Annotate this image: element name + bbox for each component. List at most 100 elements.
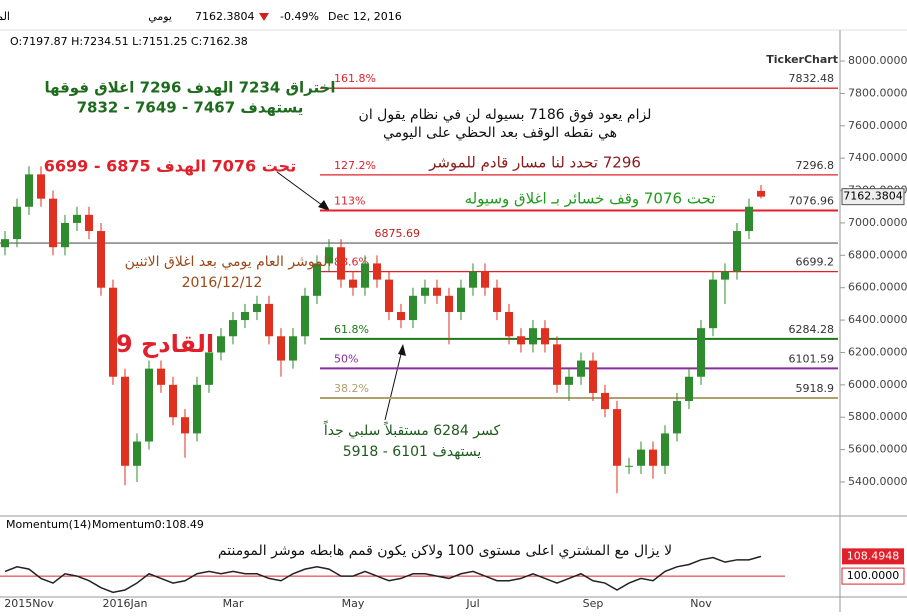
x-tick-label: 2015Nov [4,597,54,610]
level-value: 6101.59 [789,352,835,365]
x-tick-label: Jul [465,597,479,610]
title: المؤشر العام للسوق السعودي (TASI) [0,10,10,23]
brand: TickerChart [766,53,838,66]
y-tick-label: 6600.0000 [848,281,907,294]
candle-body [625,465,633,467]
annotation: اختراق 7234 الهدف 7296 اغلاق فوقها [44,79,335,97]
candle-body [397,311,405,321]
momentum-line [4,555,762,594]
candle-body [145,368,153,442]
candle-body [385,279,393,312]
candle-body [589,360,597,393]
candle-body [169,384,177,418]
candle-body [313,263,321,296]
y-tick-label: 6200.0000 [848,345,907,358]
x-tick-label: Sep [583,597,604,610]
candle-body [421,287,429,296]
level-value: 7832.48 [789,72,835,85]
price-tag-box [841,188,905,206]
annotation: يستهدف 7467 - 7649 - 7832 [77,99,304,117]
arrow [384,349,403,421]
candle-body [241,311,249,321]
panel-title: Momentum(14) [6,518,91,531]
candle-body [529,328,537,345]
x-tick-label: 2016Jan [103,597,148,610]
candle-body [349,279,357,288]
candle-body [205,352,213,385]
arrowhead [318,200,330,211]
candle-body [601,392,609,410]
candle-body [97,231,105,288]
candle-body [277,336,285,361]
candle-body [373,263,381,280]
annotation: تحت 7076 وقف خسائر بـ اغلاق وسيوله [465,190,716,208]
y-tick-label: 7600.0000 [848,119,907,132]
candle-body [253,303,261,312]
y-tick-label: 6000.0000 [848,378,907,391]
level-name: 38.2% [334,382,369,395]
candle-body [61,222,69,248]
level-value: 6699.2 [796,256,835,269]
y-tick-label: 5600.0000 [848,443,907,456]
candle-body [481,271,489,288]
level-value: 6875.69 [375,227,421,240]
level-value: 5918.9 [796,382,835,395]
last-box [842,548,904,565]
level-value: 7076.96 [789,194,835,207]
candle-body [673,401,681,434]
level-name: 127.2% [334,159,376,172]
level-name: 50% [334,352,358,365]
reference-box [841,567,905,585]
candle-body [721,271,729,280]
candle-body [49,198,57,248]
annotation: لا يزال مع المشتري اعلى مستوى 100 ولاكن … [218,543,672,559]
candle-body [553,344,561,385]
candle-body [157,368,165,385]
annotation: كسر 6284 مستقبلاً سلبي جداً [323,420,500,439]
y-tick-label: 6400.0000 [848,313,907,326]
candle-body [217,336,225,353]
date: Dec 12, 2016 [328,10,402,23]
last-label: 108.4948 [847,549,900,562]
level-value: 7296.8 [796,159,835,172]
candle-body [541,328,549,345]
candle-body [493,287,501,312]
candle-body [229,320,237,337]
candle-body [697,328,705,377]
y-tick-label: 5800.0000 [848,410,907,423]
candle-body [109,287,117,377]
arrow [276,171,327,209]
annotation: القادح 9 [116,330,214,358]
candle-body [649,449,657,466]
candle-body [505,311,513,337]
candle-body [13,206,21,240]
candle-body [337,247,345,280]
y-tick-label: 7800.0000 [848,86,907,99]
level-value: 6284.28 [789,323,835,336]
x-tick-label: Nov [690,597,712,610]
candle-body [565,376,573,385]
candle-body [517,336,525,345]
y-tick-label: 5400.0000 [848,475,907,488]
candle-body [445,295,453,312]
candle-body [661,433,669,466]
ohlc: O:7197.87 H:7234.51 L:7151.25 C:7162.38 [10,35,248,48]
candle-body [37,174,45,199]
candle-body [289,336,297,361]
candle-body [301,295,309,337]
level-name: 161.8% [334,72,376,85]
annotation: الموشر العام يومي بعد اغلاق الاثنين [125,254,332,270]
candle-body [121,376,129,466]
y-tick-label: 7400.0000 [848,151,907,164]
candle-body [733,231,741,272]
annotation: يستهدف 6101 - 5918 [343,444,482,460]
annotation: 7296 تحدد لنا مسار قادم للموشر [428,154,641,172]
candle-body [133,441,141,466]
level-name: 61.8% [334,323,369,336]
candle-body [409,295,417,321]
level-name: 113% [334,194,365,207]
candle-body [757,190,765,197]
candle-body [613,409,621,466]
